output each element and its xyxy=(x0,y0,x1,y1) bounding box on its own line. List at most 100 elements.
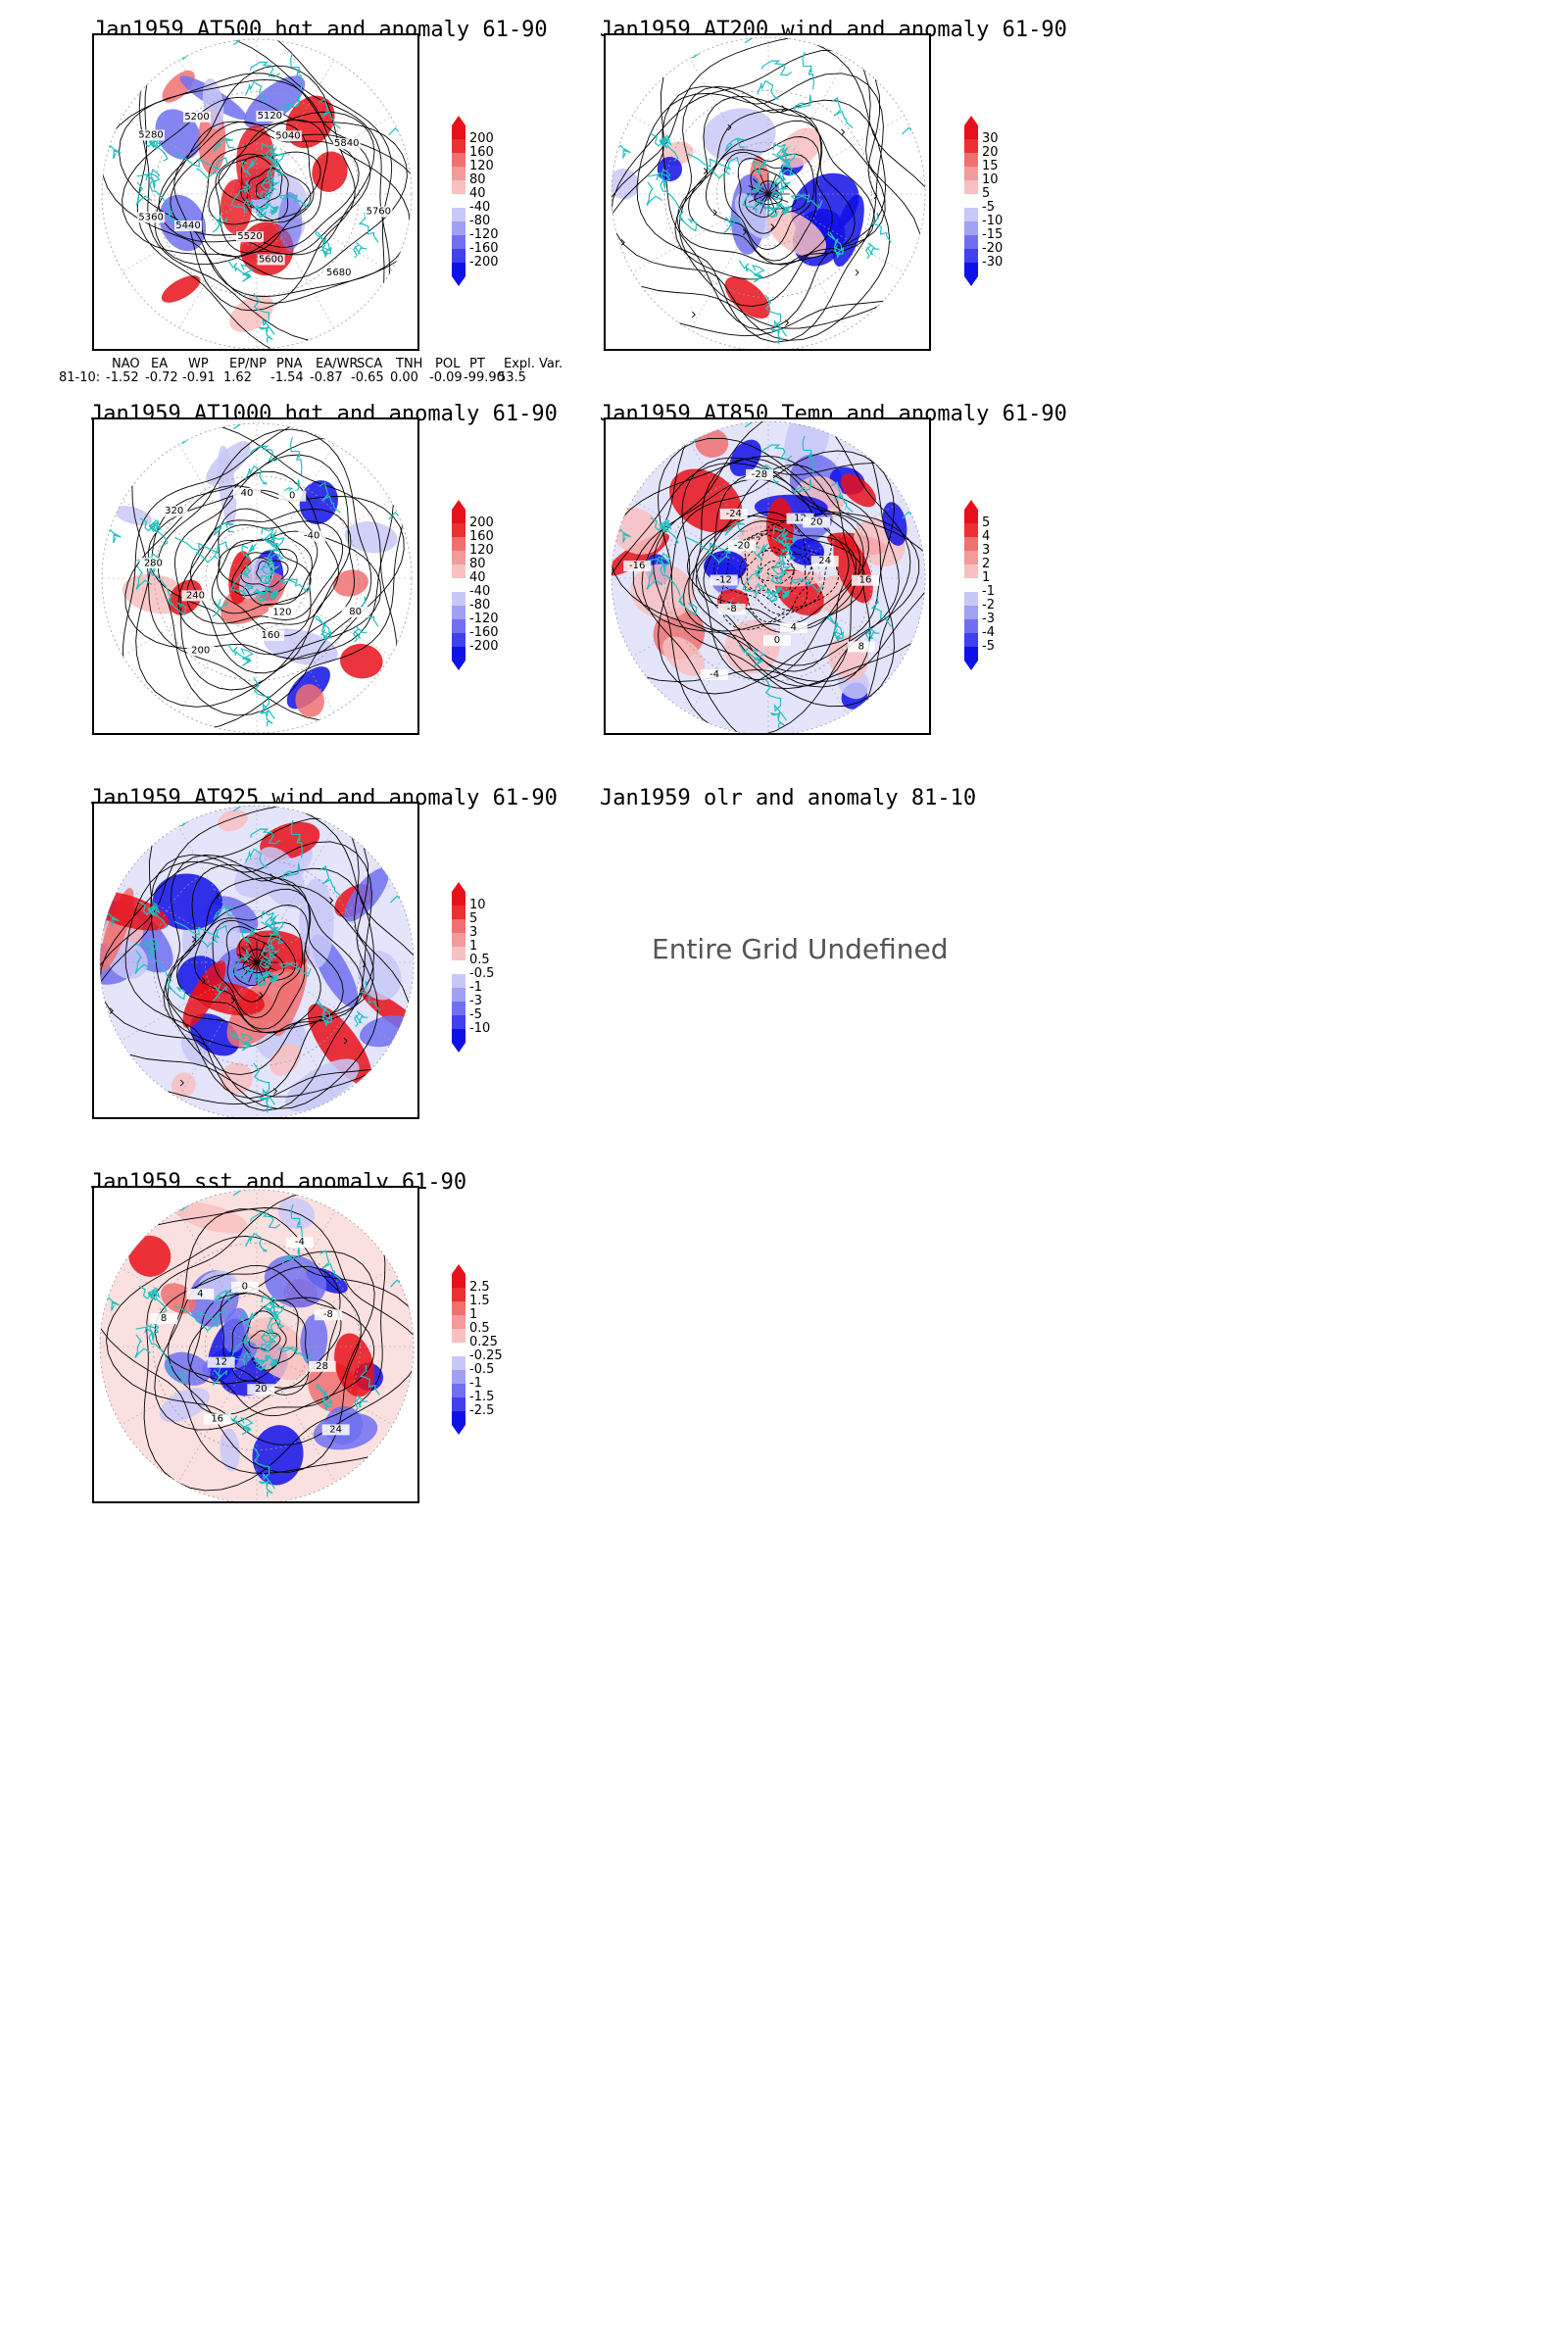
colorbar-2: 30 20 15 10 5 -5 -10 -15 -20 -30 xyxy=(960,116,1019,292)
colorbar-tick-label: 1 xyxy=(469,1307,478,1322)
colorbar-graphic xyxy=(452,500,466,670)
colorbar-tick-label: -30 xyxy=(982,255,1004,270)
colorbar-3: 200 160 120 80 40 -40 -80 -120 -160 -200 xyxy=(448,500,507,676)
colorbar-tick-label: 200 xyxy=(469,131,494,146)
colorbar-5: 10 5 3 1 0.5 -0.5 -1 -3 -5 -10 xyxy=(448,882,507,1058)
colorbar-tick-label: -5 xyxy=(982,200,995,215)
index-header: PNA xyxy=(276,357,303,371)
contour-label: 12 xyxy=(215,1357,227,1368)
contour-label: 80 xyxy=(349,607,362,617)
contour-label: 5600 xyxy=(259,254,283,265)
index-table-values: 81-10: -1.52 -0.72 -0.91 1.62 -1.54 -0.87 -0.65… xyxy=(59,370,526,386)
index-header: POL xyxy=(435,357,461,371)
contour-label: 16 xyxy=(859,575,872,586)
polar-map: 28 24 20 16 12 8 4 0 -4 -8 xyxy=(99,1189,415,1501)
polar-map xyxy=(99,805,415,1117)
colorbar-graphic xyxy=(452,1264,466,1435)
contour-label: -8 xyxy=(727,604,737,614)
colorbar-tick-label: -40 xyxy=(469,584,491,599)
contour-label: 0 xyxy=(242,1282,248,1293)
index-header: EA xyxy=(151,357,169,371)
index-value: -99.90 xyxy=(464,370,505,385)
map-panel-2 xyxy=(604,33,931,351)
colorbar-tick-label: -10 xyxy=(469,1021,491,1036)
contour-label: 24 xyxy=(818,556,831,566)
colorbar-graphic xyxy=(964,500,978,670)
colorbar-tick-label: -5 xyxy=(982,639,995,654)
panel-title-6: Jan1959 olr and anomaly 81-10 xyxy=(600,786,977,810)
polar-map: 16 8 40 -4 -8 -12 -16 -20 -24 -28 12 20 24 xyxy=(611,420,926,733)
colorbar-tick-label: -20 xyxy=(982,241,1004,256)
contour-label: 5200 xyxy=(184,112,209,122)
colorbar-tick-label: 0.5 xyxy=(469,1321,490,1336)
colorbar-tick-label: -80 xyxy=(469,598,491,612)
colorbar-tick-label: -2.5 xyxy=(469,1403,495,1418)
contour-label: -28 xyxy=(752,469,767,480)
colorbar-tick-label: -15 xyxy=(982,227,1004,242)
colorbar-tick-label: 120 xyxy=(469,543,494,558)
colorbar-tick-label: -1 xyxy=(469,1376,482,1391)
contour-label: -20 xyxy=(734,540,750,551)
contour-label: -4 xyxy=(710,669,719,680)
contour-label: 12 xyxy=(794,514,807,524)
colorbar-tick-label: -160 xyxy=(469,625,499,640)
colorbar-tick-label: 2.5 xyxy=(469,1280,490,1295)
colorbar-tick-label: -160 xyxy=(469,241,499,256)
colorbar-tick-label: 1 xyxy=(982,570,991,585)
contour-label: 5440 xyxy=(175,220,200,231)
colorbar-tick-label: 80 xyxy=(469,172,486,187)
contour-label: 5280 xyxy=(138,129,163,140)
colorbar-tick-label: 0.5 xyxy=(469,953,490,967)
colorbar-tick-label: -1 xyxy=(469,980,482,995)
index-value: 0.00 xyxy=(390,370,418,385)
index-header: TNH xyxy=(396,357,423,371)
colorbar-tick-label: 2 xyxy=(982,557,991,571)
contour-label: 0 xyxy=(774,635,780,646)
colorbar-graphic xyxy=(452,116,466,286)
contour-label: 200 xyxy=(191,646,210,657)
contour-label: 24 xyxy=(329,1424,342,1435)
colorbar-tick-label: -120 xyxy=(469,612,499,626)
colorbar-tick-label: 1 xyxy=(469,939,478,954)
colorbar-tick-label: -5 xyxy=(469,1007,482,1022)
contour-label: 8 xyxy=(858,641,864,652)
index-table-headers: NAO EA WP EP/NP PNA EA/WR SCA TNH POL PT Expl. Var… xyxy=(92,357,563,372)
polar-map xyxy=(611,36,926,349)
colorbar-tick-label: 3 xyxy=(982,543,991,558)
index-value: -0.09 xyxy=(429,370,463,385)
colorbar-tick-label: 80 xyxy=(469,557,486,571)
contour-label: -40 xyxy=(304,530,319,541)
contour-label: 20 xyxy=(255,1384,268,1395)
colorbar-tick-label: 40 xyxy=(469,570,486,585)
contour-label: 4 xyxy=(791,622,797,633)
map-panel-3: 80 120 160 200 240 280 320 40 0 -40 xyxy=(92,417,419,735)
colorbar-tick-label: 3 xyxy=(469,925,478,940)
contour-label: 240 xyxy=(186,590,205,601)
index-header: Expl. Var. xyxy=(504,357,564,371)
contour-label: 8 xyxy=(161,1313,167,1324)
colorbar-1: 200 160 120 80 40 -40 -80 -120 -160 -200 xyxy=(448,116,507,292)
colorbar-tick-label: 20 xyxy=(982,145,999,160)
contour-label: -16 xyxy=(629,561,645,571)
colorbar-tick-label: 10 xyxy=(469,898,486,912)
contour-label: 5840 xyxy=(334,138,359,149)
contour-label: -4 xyxy=(295,1237,305,1248)
colorbar-tick-label: 40 xyxy=(469,186,486,201)
colorbar-tick-label: -0.5 xyxy=(469,966,495,981)
index-value: -0.91 xyxy=(182,370,216,385)
colorbar-tick-label: 5 xyxy=(469,911,478,926)
index-row-label: 81-10: xyxy=(59,370,101,385)
contour-label: -12 xyxy=(716,574,732,585)
contour-label: 16 xyxy=(211,1414,223,1425)
contour-label: 5360 xyxy=(138,212,163,222)
index-header: SCA xyxy=(357,357,383,371)
contour-label: 5040 xyxy=(275,130,300,141)
colorbar-tick-label: 10 xyxy=(982,172,999,187)
colorbar-7: 2.5 1.5 1 0.5 0.25 -0.25 -0.5 -1 -1.5 -2.5 xyxy=(448,1264,507,1441)
colorbar-graphic xyxy=(964,116,978,286)
index-value: 53.5 xyxy=(498,370,526,385)
colorbar-tick-label: 5 xyxy=(982,186,991,201)
colorbar-tick-label: 30 xyxy=(982,131,999,146)
index-header: NAO xyxy=(112,357,140,371)
index-value: -1.54 xyxy=(270,370,304,385)
